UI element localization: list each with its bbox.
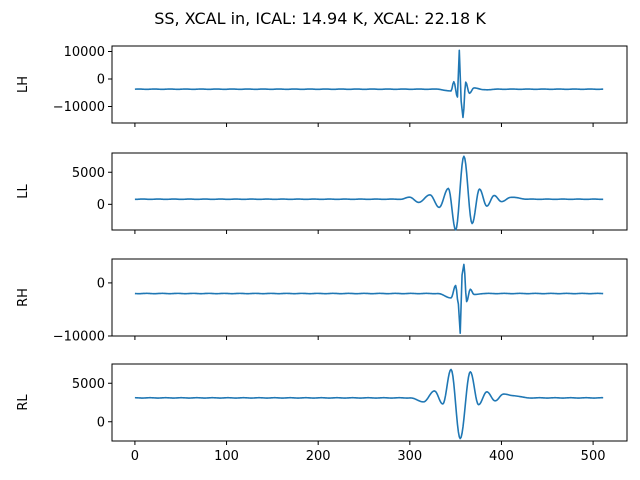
- subplot-rh: 0 −10000 RH: [16, 258, 628, 345]
- series-line-rl: [134, 368, 604, 440]
- y-axis-label: LH: [16, 76, 31, 93]
- axes-frame: [111, 45, 628, 124]
- x-tick-label: 0: [131, 449, 139, 464]
- subplot-lh: 10000 0 −10000 LH: [16, 45, 628, 127]
- y-tick-label: −10000: [53, 100, 105, 115]
- y-tick-label: 5000: [72, 166, 105, 181]
- subplot-rl: 5000 0 0 100 200 300 400 500 RL: [16, 363, 628, 464]
- y-tick-label: 0: [97, 276, 105, 291]
- x-tick-label: 400: [489, 449, 514, 464]
- y-tick-label: −10000: [53, 330, 105, 345]
- x-tick-label: 100: [214, 449, 239, 464]
- series-line-lh: [134, 49, 604, 119]
- y-tick-label: 10000: [64, 45, 105, 60]
- series-line-ll: [134, 155, 604, 231]
- subplot-ll: 5000 0 LL: [16, 152, 628, 234]
- y-axis-label: RL: [16, 394, 31, 411]
- y-tick-label: 5000: [72, 377, 105, 392]
- y-tick-label: 0: [97, 73, 105, 88]
- axes-frame: [111, 152, 628, 231]
- y-axis-label: RH: [16, 288, 31, 307]
- y-axis-label: LL: [16, 184, 31, 199]
- series-line-rh: [134, 263, 604, 335]
- axes-frame: [111, 363, 628, 442]
- chart-title: SS, XCAL in, ICAL: 14.94 K, XCAL: 22.18 …: [154, 9, 486, 28]
- x-tick-label: 200: [306, 449, 331, 464]
- axes-frame: [111, 258, 628, 337]
- x-tick-label: 300: [397, 449, 422, 464]
- x-tick-label: 500: [581, 449, 606, 464]
- y-tick-label: 0: [97, 415, 105, 430]
- subplot-stack: 10000 0 −10000 LH 5000 0 LL 0 −10000 RH 5000 0 0 100 2…: [16, 45, 628, 464]
- y-tick-label: 0: [97, 198, 105, 213]
